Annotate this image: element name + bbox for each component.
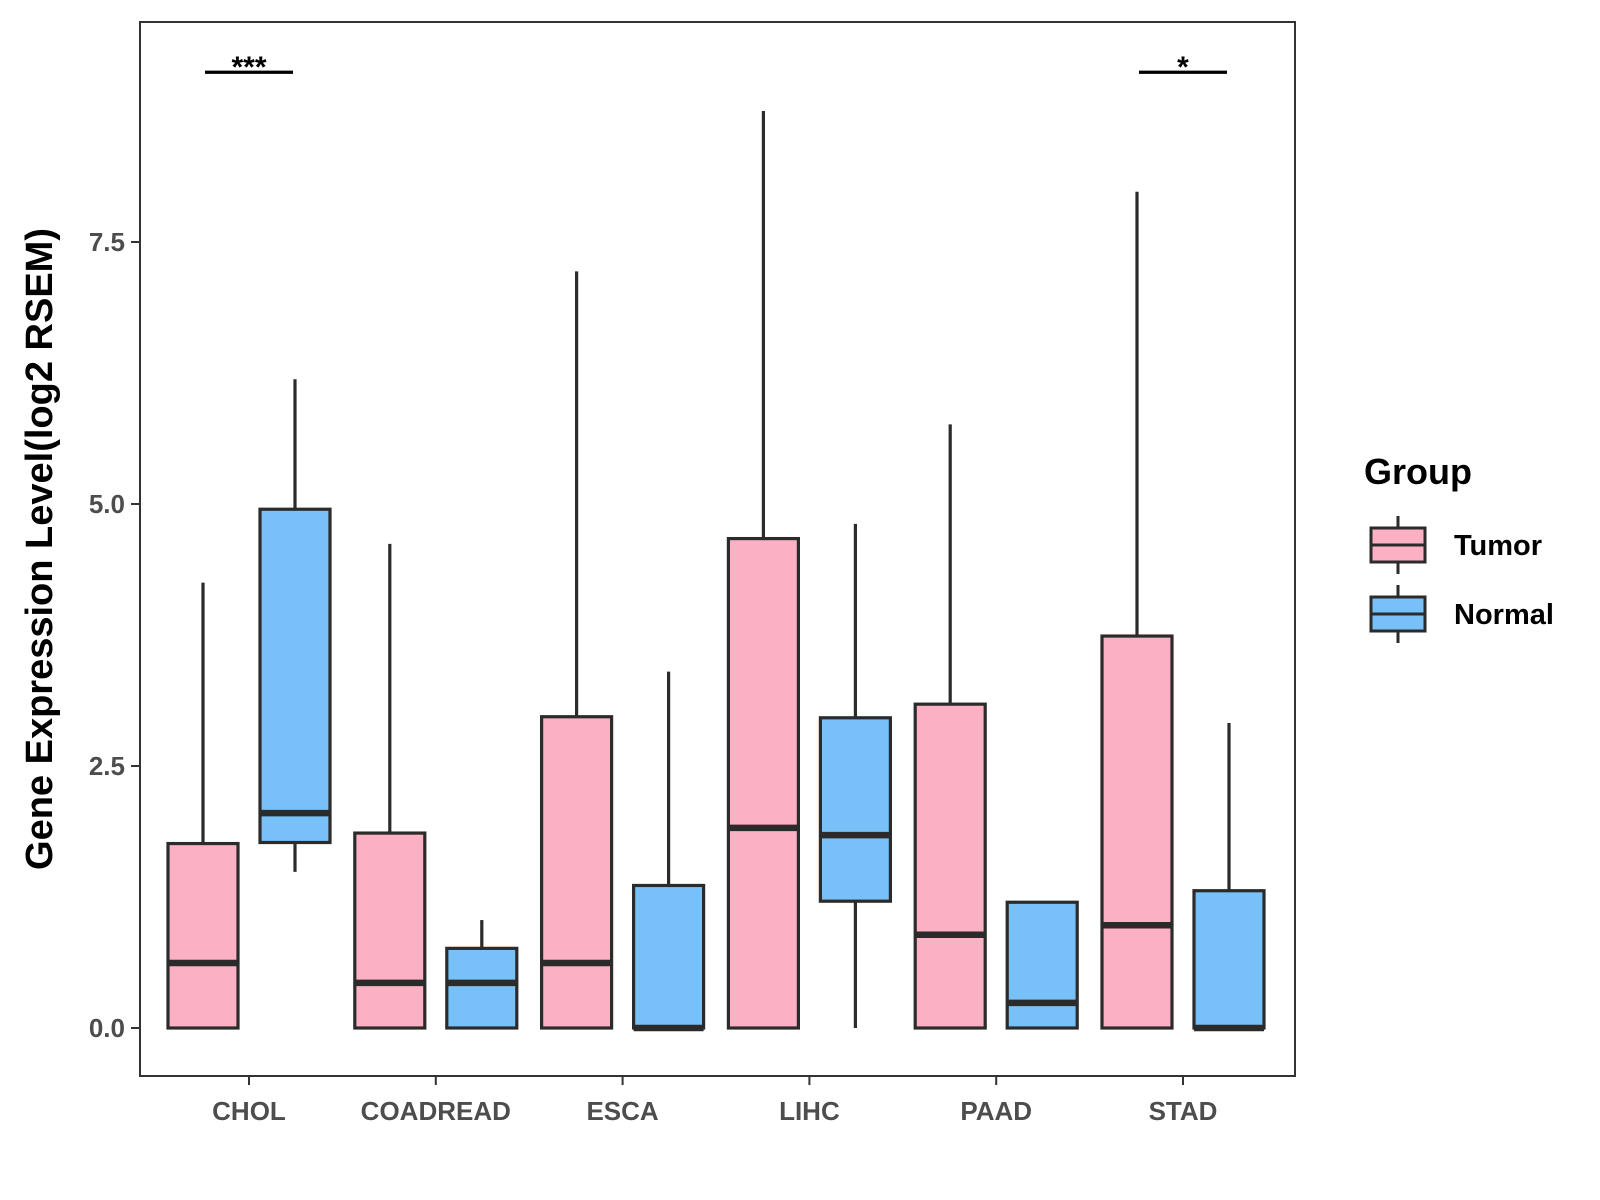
box-tumor-esca [539,271,614,1030]
box-tumor-chol [166,582,240,1030]
legend-item-tumor: Tumor [1369,516,1542,574]
box-body [631,883,706,1030]
box-body [1005,900,1079,1030]
legend-label: Normal [1454,599,1554,631]
significance-label: *** [231,51,266,84]
y-tick-label: 0.0 [89,1013,125,1043]
x-tick-label: STAD [1149,1096,1218,1126]
box-body [353,831,427,1030]
x-tick-label: CHOL [212,1096,286,1126]
legend-label: Tumor [1454,530,1542,562]
box-normal-paad [1005,900,1079,1030]
box-body [818,716,893,903]
box-body [539,715,614,1030]
significance-layer: *** * [205,51,1227,84]
box-layer [166,111,1266,1032]
box-body [166,841,240,1030]
box-normal-lihc [818,523,893,1028]
box-body [445,946,519,1030]
y-tick-label: 7.5 [89,227,125,257]
box-body [1100,634,1174,1030]
x-tick-label: COADREAD [361,1096,511,1126]
box-body [258,507,332,845]
box-tumor-lihc [726,111,801,1030]
y-axis-title: Gene Expression Level(log2 RSEM) [19,228,61,870]
significance-label: * [1177,51,1189,84]
x-axis: CHOL COADREAD ESCA LIHC PAAD STAD [212,1076,1217,1126]
y-tick-label: 2.5 [89,751,125,781]
box-body [913,702,987,1030]
legend-item-normal: Normal [1369,585,1554,643]
y-tick-label: 5.0 [89,489,125,519]
box-tumor-coadread [353,543,427,1030]
y-axis: 0.0 2.5 5.0 7.5 [89,227,140,1043]
x-tick-label: LIHC [779,1096,840,1126]
box-normal-chol [258,379,332,872]
box-normal-coadread [445,920,519,1030]
box-tumor-paad [913,424,987,1030]
box-normal-stad [1192,723,1266,1032]
box-normal-esca [631,671,706,1032]
legend-title: Group [1364,451,1472,492]
box-tumor-stad [1100,191,1174,1030]
box-body [1192,889,1266,1030]
legend: Group Tumor Normal [1364,451,1554,643]
x-tick-label: ESCA [586,1096,658,1126]
box-body [726,536,801,1030]
x-tick-label: PAAD [960,1096,1032,1126]
